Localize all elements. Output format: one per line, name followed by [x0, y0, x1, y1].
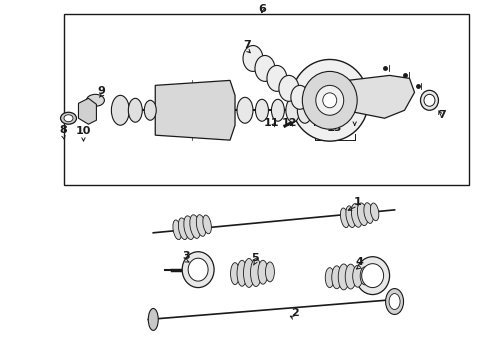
- Text: 5: 5: [251, 253, 259, 263]
- Ellipse shape: [291, 59, 368, 141]
- Ellipse shape: [237, 97, 253, 123]
- Ellipse shape: [386, 289, 404, 315]
- Bar: [64, 14, 469, 185]
- Ellipse shape: [203, 215, 211, 234]
- Ellipse shape: [346, 206, 356, 228]
- Ellipse shape: [266, 262, 274, 282]
- Ellipse shape: [182, 252, 214, 288]
- Ellipse shape: [267, 66, 287, 91]
- Ellipse shape: [357, 203, 368, 226]
- Ellipse shape: [230, 263, 240, 285]
- Polygon shape: [348, 75, 415, 118]
- Ellipse shape: [345, 264, 356, 289]
- Ellipse shape: [351, 204, 362, 227]
- Ellipse shape: [286, 98, 300, 122]
- Ellipse shape: [353, 265, 363, 287]
- Ellipse shape: [178, 218, 188, 239]
- Ellipse shape: [370, 203, 379, 221]
- Text: 7: 7: [243, 40, 251, 50]
- Ellipse shape: [297, 97, 312, 123]
- Ellipse shape: [244, 258, 254, 287]
- Ellipse shape: [144, 100, 156, 120]
- Ellipse shape: [188, 258, 208, 281]
- Ellipse shape: [364, 203, 373, 224]
- Text: 1: 1: [354, 197, 362, 207]
- Ellipse shape: [173, 220, 181, 240]
- Ellipse shape: [389, 293, 400, 310]
- Ellipse shape: [128, 98, 142, 122]
- Ellipse shape: [424, 94, 435, 106]
- Ellipse shape: [250, 258, 262, 287]
- Polygon shape: [78, 98, 97, 124]
- Ellipse shape: [184, 216, 195, 239]
- Ellipse shape: [362, 264, 384, 288]
- Ellipse shape: [255, 55, 275, 81]
- Text: 8: 8: [60, 125, 68, 135]
- Text: 11: 11: [264, 118, 280, 128]
- Ellipse shape: [86, 94, 104, 106]
- Ellipse shape: [302, 71, 357, 129]
- Text: 12: 12: [282, 118, 297, 128]
- Ellipse shape: [325, 268, 334, 288]
- Ellipse shape: [341, 208, 349, 228]
- Polygon shape: [155, 80, 235, 140]
- Ellipse shape: [64, 115, 73, 122]
- Text: 13: 13: [327, 123, 343, 133]
- Ellipse shape: [316, 85, 343, 115]
- Ellipse shape: [279, 75, 299, 101]
- Text: 4: 4: [356, 257, 364, 267]
- Ellipse shape: [323, 93, 337, 108]
- Text: 6: 6: [258, 4, 266, 14]
- Ellipse shape: [196, 215, 206, 236]
- Ellipse shape: [291, 85, 309, 109]
- Ellipse shape: [258, 260, 268, 284]
- Ellipse shape: [148, 309, 158, 330]
- Ellipse shape: [237, 260, 247, 286]
- Text: 3: 3: [182, 251, 190, 261]
- Ellipse shape: [190, 215, 200, 238]
- Ellipse shape: [271, 99, 284, 121]
- Ellipse shape: [360, 267, 369, 285]
- Text: 7: 7: [439, 110, 446, 120]
- Text: 9: 9: [98, 86, 105, 96]
- Ellipse shape: [356, 257, 390, 294]
- Ellipse shape: [111, 95, 129, 125]
- Ellipse shape: [332, 266, 342, 289]
- Ellipse shape: [243, 45, 263, 71]
- Text: 10: 10: [76, 126, 91, 136]
- Ellipse shape: [420, 90, 439, 110]
- Ellipse shape: [61, 112, 76, 124]
- Ellipse shape: [255, 99, 269, 121]
- Text: 2: 2: [291, 309, 299, 319]
- Ellipse shape: [338, 264, 349, 290]
